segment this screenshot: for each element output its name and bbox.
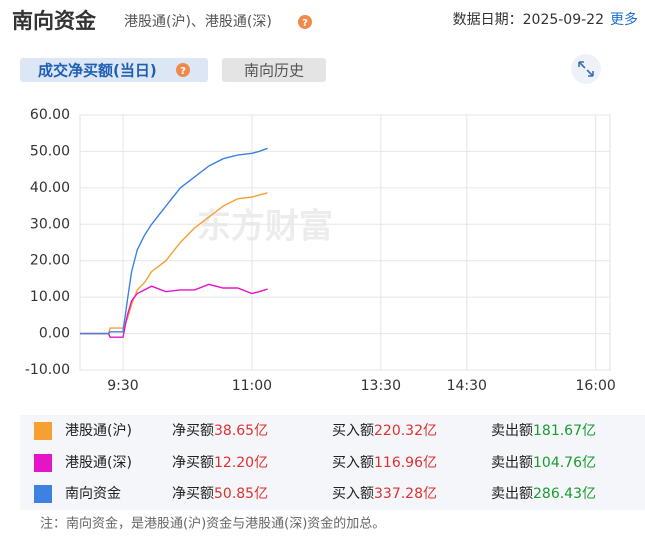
legend-swatch <box>34 454 52 472</box>
summary-label: 净买额 <box>172 423 214 439</box>
plot-border <box>79 114 611 371</box>
y-tick-label: 50.00 <box>30 143 70 159</box>
help-mark: ? <box>180 66 186 77</box>
y-tick-label: 0.00 <box>39 326 70 342</box>
expand-icon <box>578 61 594 77</box>
y-tick-label: 10.00 <box>30 289 70 305</box>
help-mark: ? <box>302 18 308 29</box>
summary-value: 12.20亿 <box>214 455 268 471</box>
tab-label: 南向历史 <box>244 62 304 80</box>
summary-value: 104.76亿 <box>533 455 596 471</box>
summary-item: 买入额220.32亿 <box>332 423 437 439</box>
summary-item: 卖出额104.76亿 <box>491 455 596 471</box>
line <box>80 283 268 338</box>
summary-label: 净买额 <box>172 486 214 502</box>
legend-label: 南向资金 <box>65 486 121 502</box>
tab-active[interactable] <box>20 58 208 82</box>
summary-item: 净买额38.65亿 <box>172 423 268 439</box>
more-link[interactable]: 更多 <box>610 11 638 28</box>
summary-item: 净买额12.20亿 <box>172 455 268 471</box>
summary-item: 买入额116.96亿 <box>332 455 437 471</box>
watermark: 东方财富 <box>197 207 333 247</box>
y-tick-label: 40.00 <box>30 180 70 196</box>
subtitle: 港股通(沪)、港股通(深) <box>124 14 272 30</box>
help-icon[interactable] <box>298 15 312 29</box>
summary-item: 净买额50.85亿 <box>172 486 268 502</box>
y-tick-label: -10.00 <box>25 362 70 378</box>
legend-label: 港股通(深) <box>65 455 132 471</box>
line <box>80 192 268 335</box>
summary-value: 181.67亿 <box>533 423 596 439</box>
date: 数据日期：2025-09-22 <box>453 12 604 28</box>
y-tick-label: 20.00 <box>30 253 70 269</box>
help-icon[interactable] <box>176 63 190 77</box>
summary-value: 116.96亿 <box>374 455 437 471</box>
summary-label: 买入额 <box>332 455 374 471</box>
x-tick-label: 11:00 <box>232 378 272 394</box>
line <box>80 147 268 335</box>
summary-item: 卖出额286.43亿 <box>491 486 596 502</box>
summary-item: 卖出额181.67亿 <box>491 423 596 439</box>
summary-value: 38.65亿 <box>214 423 268 439</box>
y-tick-label: 30.00 <box>30 216 70 232</box>
summary-label: 卖出额 <box>491 455 533 471</box>
summary-label: 买入额 <box>332 486 374 502</box>
summary-value: 50.85亿 <box>214 486 268 502</box>
summary-label: 卖出额 <box>491 423 533 439</box>
tab[interactable] <box>222 58 326 82</box>
summary-bg <box>20 415 645 510</box>
summary-value: 286.43亿 <box>533 486 596 502</box>
summary-value: 337.28亿 <box>374 486 437 502</box>
x-tick-label: 16:00 <box>575 378 615 394</box>
summary-label: 卖出额 <box>491 486 533 502</box>
summary-label: 买入额 <box>332 423 374 439</box>
legend-swatch <box>34 485 52 503</box>
x-tick-label: 13:30 <box>361 378 401 394</box>
title: 南向资金 <box>12 9 97 33</box>
x-tick-label: 9:30 <box>107 378 138 394</box>
expand-button[interactable] <box>571 54 601 84</box>
summary-item: 买入额337.28亿 <box>332 486 437 502</box>
legend-swatch <box>34 422 52 440</box>
note: 注：南向资金，是港股通(沪)资金与港股通(深)资金的加总。 <box>40 516 385 532</box>
legend-label: 港股通(沪) <box>65 423 132 439</box>
x-tick-label: 14:30 <box>447 378 487 394</box>
tab-label: 成交净买额(当日) <box>38 62 157 80</box>
summary-label: 净买额 <box>172 455 214 471</box>
summary-value: 220.32亿 <box>374 423 437 439</box>
y-tick-label: 60.00 <box>30 107 70 123</box>
